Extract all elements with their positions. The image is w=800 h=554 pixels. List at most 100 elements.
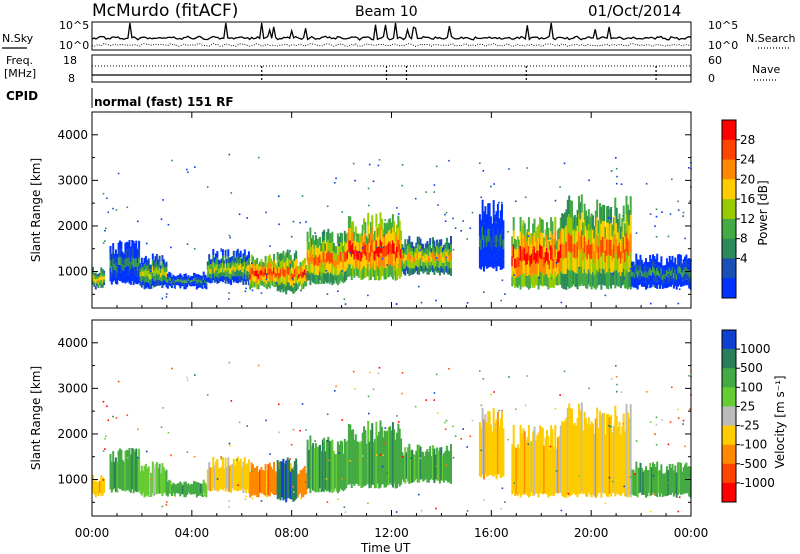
colorbar-swatch xyxy=(722,139,736,161)
nave-label: Nave xyxy=(752,63,780,76)
x-axis-label: Time UT xyxy=(360,541,411,554)
colorbar-swatch xyxy=(722,444,736,465)
colorbar-swatch xyxy=(722,349,736,369)
velocity-region-0 xyxy=(92,475,106,498)
cpid-label: CPID xyxy=(6,89,38,103)
power-colorbar: 28 24 20 16 12 8 4 xyxy=(721,119,755,299)
colorbar-swatch xyxy=(722,463,736,484)
y-tick-label: 1000 xyxy=(57,473,88,487)
colorbar-swatch xyxy=(722,218,736,240)
colorbar-tick-label: 100 xyxy=(740,380,763,394)
freq-tick-bottom: 8 xyxy=(68,72,75,85)
velocity-region-8 xyxy=(346,420,403,489)
colorbar-tick-label: -1000 xyxy=(740,476,775,490)
colorbar-swatch xyxy=(722,238,736,259)
power-data xyxy=(92,153,692,305)
date-title: 01/Oct/2014 xyxy=(588,2,681,20)
velocity-colorbar-label: Velocity [m s⁻¹] xyxy=(773,375,787,468)
y-tick-label: 4000 xyxy=(57,128,88,142)
colorbar-swatch xyxy=(722,425,736,446)
velocity-region-4 xyxy=(206,456,250,494)
station-title: McMurdo (fitACF) xyxy=(92,1,238,21)
noise-tick-right-top: 10^5 xyxy=(708,19,738,32)
freq-label-line1: Freq. xyxy=(6,54,33,67)
colorbar-swatch xyxy=(722,199,736,220)
nsky-trace xyxy=(91,22,692,41)
colorbar-tick-label: 20 xyxy=(740,172,755,186)
colorbar-tick-label: -25 xyxy=(740,419,760,433)
colorbar-tick-label: 500 xyxy=(740,361,763,375)
colorbar-tick-label: 28 xyxy=(740,133,755,147)
x-tick-label: 08:00 xyxy=(274,526,309,540)
y-tick-label: 2000 xyxy=(57,427,88,441)
velocity-data xyxy=(92,361,692,513)
noise-panel: N.Sky 10^5 10^0 10^5 10^0 N.Search xyxy=(2,19,796,52)
velocity-region-6 xyxy=(276,457,298,503)
freq-nave-panel: Freq. [MHz] 18 8 60 0 Nave CPID normal (… xyxy=(4,54,780,109)
velocity-ylabel: Slant Range [km] xyxy=(29,366,43,470)
power-region-0 xyxy=(92,267,106,290)
colorbar-frame xyxy=(721,119,737,299)
power-y-ticks: 1000 2000 3000 4000 xyxy=(57,111,691,295)
y-tick-label: 2000 xyxy=(57,219,88,233)
power-region-9 xyxy=(401,235,452,276)
nave-spikes xyxy=(261,66,657,80)
velocity-region-11 xyxy=(511,424,562,498)
velocity-specks xyxy=(102,361,692,513)
y-tick-label: 3000 xyxy=(57,381,88,395)
power-region-6 xyxy=(276,249,298,295)
power-specks xyxy=(102,153,692,305)
colorbar-tick-label: 12 xyxy=(740,212,755,226)
x-tick-label: 12:00 xyxy=(374,526,409,540)
noise-tick-left-top: 10^5 xyxy=(59,19,89,32)
x-tick-label: 04:00 xyxy=(175,526,210,540)
colorbar-tick-label: 1000 xyxy=(740,342,771,356)
x-tick-label: 00:00 xyxy=(674,526,709,540)
freq-label-line2: [MHz] xyxy=(4,67,36,80)
x-tick-label: 16:00 xyxy=(474,526,509,540)
velocity-panel: 1000 2000 3000 4000 Slant Range [km] 1000 50… xyxy=(29,319,787,517)
colorbar-tick-label: 4 xyxy=(740,251,748,265)
velocity-region-10 xyxy=(478,407,505,480)
colorbar-swatch xyxy=(722,330,736,350)
power-region-10 xyxy=(478,199,505,272)
colorbar-swatch xyxy=(722,159,736,180)
velocity-colorbar: 1000 500 100 25 -25 -100 -500 -1000 xyxy=(721,329,775,503)
x-tick-label: 00:00 xyxy=(75,526,110,540)
power-region-2 xyxy=(139,253,168,290)
nsearch-trace xyxy=(91,42,692,48)
velocity-region-9 xyxy=(401,443,452,484)
colorbar-tick-label: 8 xyxy=(740,232,748,246)
nsky-label: N.Sky xyxy=(2,32,34,45)
x-tick-label: 20:00 xyxy=(574,526,609,540)
nave-tick-top: 60 xyxy=(708,54,722,67)
power-region-11 xyxy=(511,216,562,290)
velocity-region-2 xyxy=(139,461,168,498)
power-region-12 xyxy=(561,194,632,290)
y-tick-label: 3000 xyxy=(57,173,88,187)
freq-tick-top: 18 xyxy=(63,54,77,67)
power-region-8 xyxy=(346,212,403,281)
power-panel: 1000 2000 3000 4000 Slant Range [km] 28 24 20… xyxy=(29,111,770,309)
cpid-text: normal (fast) 151 RF xyxy=(94,95,234,109)
power-region-3 xyxy=(166,271,208,290)
nsearch-label: N.Search xyxy=(746,32,796,45)
power-region-7 xyxy=(306,227,348,286)
velocity-region-3 xyxy=(166,479,208,498)
colorbar-frame xyxy=(721,329,737,503)
nave-tick-bottom: 0 xyxy=(708,72,715,85)
colorbar-tick-label: 24 xyxy=(740,153,755,167)
power-colorbar-label: Power [dB] xyxy=(756,180,770,245)
velocity-y-ticks: 1000 2000 3000 4000 xyxy=(57,319,691,503)
velocity-region-13 xyxy=(631,461,692,498)
x-axis: 00:00 04:00 08:00 12:00 16:00 20:00 00:00 xyxy=(75,112,709,540)
velocity-region-1 xyxy=(109,448,141,494)
velocity-region-7 xyxy=(306,435,348,494)
colorbar-tick-label: 16 xyxy=(740,192,755,206)
colorbar-swatch xyxy=(722,278,736,299)
colorbar-swatch xyxy=(722,368,736,388)
colorbar-swatch xyxy=(722,258,736,279)
noise-tick-left-bottom: 10^0 xyxy=(59,39,89,52)
